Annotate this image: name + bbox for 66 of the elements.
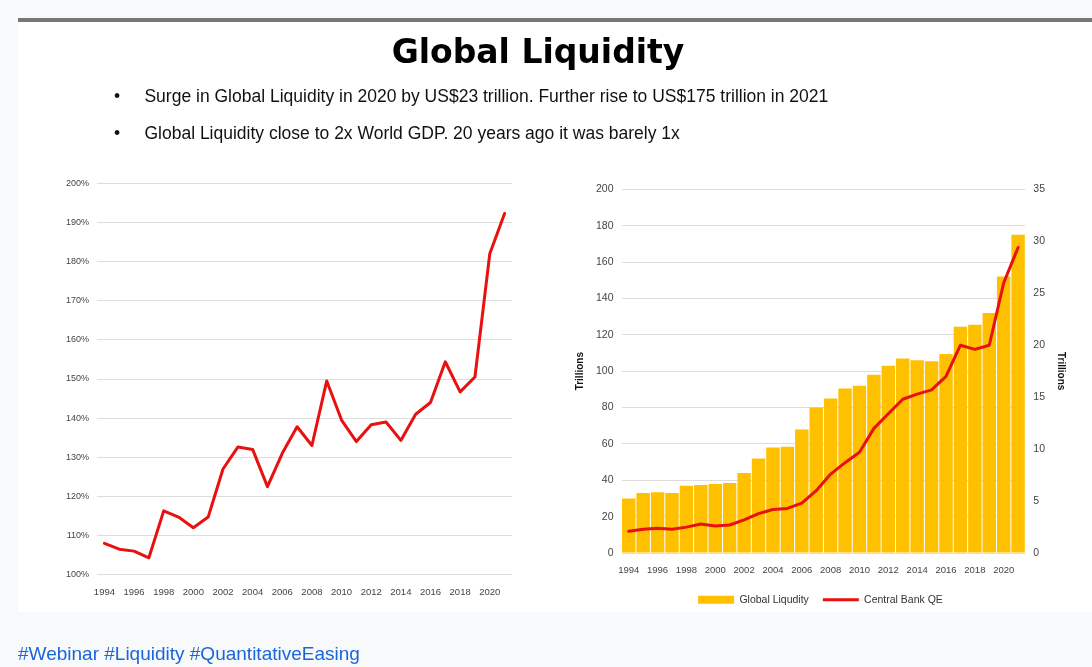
x-tick-label: 1998 bbox=[675, 564, 697, 576]
x-tick-label: 2008 bbox=[820, 564, 842, 576]
x-tick-label: 2018 bbox=[449, 585, 471, 597]
x-tick-label: 2004 bbox=[762, 564, 784, 576]
y-tick-label: 0 bbox=[607, 545, 614, 558]
x-tick-label: 2006 bbox=[791, 564, 813, 576]
y2-tick-label: 30 bbox=[1033, 234, 1046, 247]
y-tick-label: 20 bbox=[601, 509, 614, 522]
y-tick-label: 190% bbox=[65, 217, 90, 227]
y2-tick-label: 10 bbox=[1033, 442, 1046, 455]
y2-tick-label: 5 bbox=[1033, 494, 1040, 507]
y-tick-label: 140% bbox=[65, 412, 90, 423]
x-tick-label: 1996 bbox=[647, 564, 669, 576]
y-tick-label: 160 bbox=[595, 254, 614, 267]
x-tick-label: 1994 bbox=[618, 564, 640, 576]
text: • Global Liquidity close to 2x World GDP. 20 years ago it was barely 1x bbox=[114, 123, 681, 144]
y2-tick-label: 15 bbox=[1033, 390, 1046, 403]
x-tick-label: 2000 bbox=[182, 585, 204, 597]
x-tick-label: 2020 bbox=[479, 585, 501, 597]
x-tick-label: 2018 bbox=[964, 564, 986, 576]
x-tick-label: 2010 bbox=[848, 564, 871, 576]
y-tick-label: 160% bbox=[65, 334, 90, 345]
chart-title: Global Liquidity bbox=[390, 32, 686, 71]
y-tick-label: 170% bbox=[65, 295, 90, 306]
y-tick-label: 60 bbox=[601, 436, 614, 449]
text: • Surge in Global Liquidity in 2020 by US$23 trillion. Further rise to US$175 trillion in 2021 bbox=[114, 86, 829, 107]
x-tick-label: 2010 bbox=[330, 585, 353, 597]
y-tick-label: 140 bbox=[595, 291, 614, 304]
text: #Webinar #Liquidity #QuantitativeEasing bbox=[18, 643, 360, 664]
x-tick-label: 2006 bbox=[271, 585, 293, 597]
y2-tick-label: 25 bbox=[1033, 286, 1046, 299]
x-tick-label: 2014 bbox=[390, 585, 412, 597]
legend-label: Global Liqudity bbox=[739, 592, 810, 605]
x-tick-label: 1998 bbox=[153, 585, 175, 597]
x-tick-label: 1996 bbox=[123, 585, 145, 597]
y-tick-label: 100 bbox=[595, 364, 614, 377]
y-tick-label: 40 bbox=[601, 473, 614, 486]
x-tick-label: 2016 bbox=[419, 585, 442, 597]
y-tick-label: 130% bbox=[65, 451, 90, 462]
y-tick-label: 200% bbox=[65, 177, 90, 188]
y-tick-label: 120% bbox=[65, 490, 90, 501]
y-tick-label: 80 bbox=[601, 400, 614, 413]
y-tick-label: 180 bbox=[595, 218, 614, 231]
x-tick-label: 2012 bbox=[360, 585, 382, 597]
y-tick-label: 120 bbox=[595, 327, 614, 340]
x-tick-label: 2002 bbox=[212, 585, 234, 597]
x-tick-label: 2014 bbox=[906, 564, 928, 576]
y2-tick-label: 20 bbox=[1033, 338, 1046, 351]
y-tick-label: 200 bbox=[595, 182, 614, 195]
y2-tick-label: 35 bbox=[1033, 182, 1046, 195]
y-tick-label: 110% bbox=[66, 529, 90, 540]
x-tick-label: 2016 bbox=[935, 564, 957, 576]
x-tick-label: 2000 bbox=[704, 564, 726, 576]
x-tick-label: 2008 bbox=[301, 585, 323, 597]
y-axis-title: Trillions bbox=[573, 351, 585, 391]
x-tick-label: 2020 bbox=[993, 564, 1015, 576]
y2-axis-title: Trillions bbox=[1056, 352, 1068, 391]
y-tick-label: 100% bbox=[65, 569, 90, 580]
x-tick-label: 2012 bbox=[877, 564, 899, 576]
x-tick-label: 1994 bbox=[93, 585, 115, 597]
x-tick-label: 2004 bbox=[242, 585, 264, 597]
y2-tick-label: 0 bbox=[1033, 545, 1040, 558]
y-tick-label: 150% bbox=[65, 373, 90, 384]
legend-label: Central Bank QE bbox=[864, 592, 943, 605]
y-tick-label: 180% bbox=[65, 256, 90, 267]
x-tick-label: 2002 bbox=[733, 564, 755, 576]
